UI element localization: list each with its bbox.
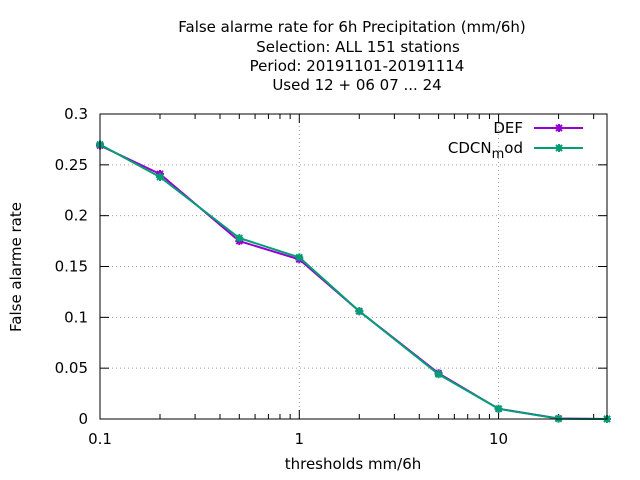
- legend-label-cdcn-sub: m: [492, 147, 505, 162]
- marker-diag-2: [355, 307, 363, 315]
- marker-diag-2: [295, 253, 303, 262]
- marker-diag-2: [235, 234, 244, 242]
- y-tick-label: 0.15: [55, 258, 88, 276]
- legend-point: [555, 144, 563, 152]
- y-tick-label: 0.3: [64, 105, 88, 123]
- y-tick-label: 0.25: [55, 156, 88, 174]
- legend-label-cdcn-mod: CDCNmod: [448, 139, 523, 162]
- data-point: [155, 173, 164, 182]
- x-tick-label: 1: [295, 430, 305, 448]
- data-point: [295, 253, 304, 262]
- marker-diag-2: [156, 173, 164, 181]
- legend-label-cdcn-main: CDCN: [448, 139, 492, 157]
- y-tick-label: 0.1: [64, 308, 88, 326]
- y-axis-label: False alarme rate: [7, 202, 25, 332]
- legend-marker-cdcn-mod: [555, 144, 563, 152]
- plot-border: [99, 113, 608, 420]
- marker-diag-2: [555, 124, 563, 132]
- legend-label-def: DEF: [493, 119, 523, 137]
- chart-title-line-3: Period: 20191101-20191114: [250, 57, 465, 75]
- grid-lines: [100, 114, 607, 419]
- series-cdcn-mod: [96, 140, 611, 423]
- chart-title: False alarme rate for 6h Precipitation (…: [178, 18, 526, 94]
- y-tick-label: 0.05: [55, 359, 88, 377]
- series-line: [99, 144, 608, 420]
- series-def: [96, 141, 611, 423]
- marker-diag-2: [494, 405, 503, 413]
- marker-diag-2: [555, 144, 563, 152]
- legend-label-cdcn-tail: od: [504, 139, 523, 157]
- x-tick-label: 10: [489, 430, 508, 448]
- y-tick-label: 0: [78, 410, 88, 428]
- data-point: [235, 234, 244, 243]
- data-series: [96, 140, 611, 423]
- chart-title-line-2: Selection: ALL 151 stations: [256, 38, 460, 56]
- data-point: [494, 404, 503, 413]
- data-point: [355, 307, 364, 316]
- y-tick-label: 0.2: [64, 207, 88, 225]
- data-point: [434, 370, 443, 379]
- tick-labels: 0 0.05 0.1 0.15 0.2 0.25 0.3 0.1 1 10: [55, 105, 509, 448]
- x-axis-label: thresholds mm/6h: [285, 455, 422, 473]
- series-line: [99, 143, 608, 420]
- chart-title-line-4: Used 12 + 06 07 ... 24: [272, 76, 441, 94]
- legend: DEF CDCNmod: [448, 119, 583, 162]
- legend-marker-def: [555, 124, 563, 132]
- marker-diag-2: [434, 370, 443, 378]
- legend-point: [555, 124, 563, 132]
- x-tick-label: 0.1: [88, 430, 112, 448]
- chart-title-line-1: False alarme rate for 6h Precipitation (…: [178, 18, 526, 36]
